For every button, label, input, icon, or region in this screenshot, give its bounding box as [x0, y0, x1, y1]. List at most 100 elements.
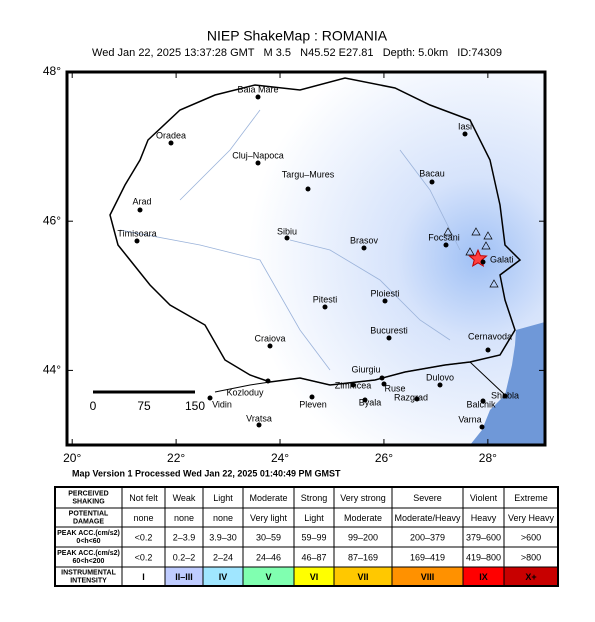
- subtitle: Wed Jan 22, 2025 13:37:28 GMT M 3.5 N45.…: [92, 47, 502, 59]
- legend-cell-text: Heavy: [471, 513, 497, 523]
- city-dot: [382, 298, 388, 304]
- city-label: Galati: [490, 254, 514, 264]
- legend-cell-text: 379–600: [466, 532, 501, 542]
- legend-cell-text: VII: [357, 572, 368, 582]
- city-label: Iasi: [458, 121, 472, 131]
- legend-cell-text: 2–24: [213, 552, 233, 562]
- legend-cell-text: >600: [521, 532, 541, 542]
- city-label: Vratsa: [246, 413, 272, 423]
- legend-cell-text: VIII: [421, 572, 435, 582]
- legend-cell-text: Not felt: [129, 493, 158, 503]
- city-label: Balchik: [466, 399, 496, 409]
- city-dot: [322, 304, 328, 310]
- map-frame: [65, 70, 547, 447]
- city-label: Bucuresti: [370, 325, 408, 335]
- city-dot: [305, 186, 311, 192]
- legend-cell-text: VI: [310, 572, 319, 582]
- city-dot: [168, 140, 174, 146]
- city-label: Pleven: [299, 399, 327, 409]
- legend-cell-text: IV: [219, 572, 228, 582]
- legend-row-label: DAMAGE: [73, 518, 104, 525]
- x-tick-label: 24°: [271, 451, 289, 465]
- legend-row-label: POTENTIAL: [69, 510, 109, 517]
- legend-cell-text: none: [213, 513, 233, 523]
- city-dot: [379, 375, 385, 381]
- city-dot: [485, 347, 491, 353]
- rivers: [119, 109, 461, 371]
- city-label: Ploiesti: [370, 288, 399, 298]
- city-label: Cluj–Napoca: [232, 150, 284, 160]
- title: NIEP ShakeMap : ROMANIA: [207, 28, 388, 44]
- city-label: Cernavoda: [468, 331, 512, 341]
- legend-cell-text: 3.9–30: [209, 532, 237, 542]
- y-tick-label: 48°: [43, 64, 61, 78]
- city-label: Vidin: [212, 399, 232, 409]
- legend-cell-text: 2–3.9: [173, 532, 196, 542]
- city-dot: [267, 343, 273, 349]
- city-dot: [443, 242, 449, 248]
- bulgaria-border: [214, 361, 506, 396]
- legend-cell-text: Very Heavy: [508, 513, 555, 523]
- scale-label: 150: [185, 399, 205, 413]
- legend-cell-text: Moderate: [249, 493, 287, 503]
- city-dot: [502, 393, 508, 399]
- legend-row-label: PEAK ACC.(cm/s2): [57, 530, 120, 537]
- city-label: Arad: [132, 196, 151, 206]
- legend-cell-text: 169–419: [410, 552, 445, 562]
- legend-cell-text: Light: [213, 493, 233, 503]
- legend-cell-text: none: [174, 513, 194, 523]
- legend-cell-text: none: [133, 513, 153, 523]
- y-tick-label: 46°: [43, 213, 61, 227]
- city-label: Ruse: [384, 383, 405, 393]
- legend-row-label: SHAKING: [72, 498, 105, 505]
- city-dot: [265, 378, 271, 384]
- legend-cell-text: 0.2–2: [173, 552, 196, 562]
- city-label: Oradea: [156, 130, 186, 140]
- legend-row-label: INTENSITY: [70, 577, 107, 584]
- city-label: Targu–Mures: [282, 169, 335, 179]
- legend-cell-text: Severe: [413, 493, 442, 503]
- city-dot: [134, 238, 140, 244]
- legend-cell-text: II–III: [175, 572, 193, 582]
- city-dot: [137, 207, 143, 213]
- city-label: Bacau: [419, 168, 445, 178]
- legend-row-label: PEAK ACC.(cm/s2): [57, 550, 120, 557]
- city-label: Byala: [359, 397, 382, 407]
- legend-frame: [54, 486, 559, 587]
- legend-cell-text: IX: [479, 572, 488, 582]
- legend-cell-text: Moderate/Heavy: [394, 513, 461, 523]
- legend-row-label: 60<h<200: [73, 558, 105, 565]
- city-dot: [350, 382, 356, 388]
- city-dot: [284, 235, 290, 241]
- city-label: Sibiu: [277, 226, 297, 236]
- city-dot: [429, 179, 435, 185]
- version: Map Version 1 Processed Wed Jan 22, 2025…: [72, 468, 341, 478]
- city-label: Dulovo: [426, 372, 454, 382]
- legend-cell-text: Light: [304, 513, 324, 523]
- city-dot: [381, 381, 387, 387]
- legend-cell-text: 99–200: [348, 532, 378, 542]
- city-dot: [362, 397, 368, 403]
- city-dot: [255, 160, 261, 166]
- x-tick-label: 28°: [479, 451, 497, 465]
- city-dot: [207, 395, 213, 401]
- x-tick-label: 26°: [375, 451, 393, 465]
- legend-cell-text: >800: [521, 552, 541, 562]
- city-dot: [414, 396, 420, 402]
- legend-cell-text: 24–46: [256, 552, 281, 562]
- x-tick-label: 20°: [63, 451, 81, 465]
- city-dot: [480, 259, 486, 265]
- legend-cell-text: 46–87: [301, 552, 326, 562]
- scale-label: 75: [137, 399, 151, 413]
- legend-cell-text: X+: [525, 572, 536, 582]
- city-label: Craiova: [254, 333, 285, 343]
- legend-row-label: 0<h<60: [76, 538, 100, 545]
- city-dot: [462, 131, 468, 137]
- legend-cell-text: Strong: [301, 493, 328, 503]
- city-label: Kozloduy: [226, 387, 264, 397]
- city-label: Varna: [458, 414, 481, 424]
- city-dot: [361, 245, 367, 251]
- legend-cell-text: V: [265, 572, 271, 582]
- legend-cell-text: I: [142, 572, 145, 582]
